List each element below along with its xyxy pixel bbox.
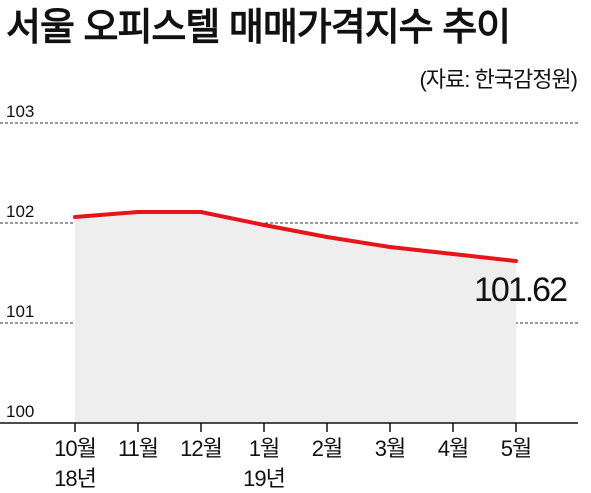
data-point-7 bbox=[514, 259, 518, 263]
x-year-label: 18년 bbox=[54, 466, 96, 491]
x-year-label: 19년 bbox=[243, 466, 285, 491]
data-point-4 bbox=[325, 235, 329, 239]
data-point-5 bbox=[388, 245, 392, 249]
series-line bbox=[74, 210, 517, 263]
x-tick-label: 10월 bbox=[54, 436, 96, 461]
x-tick-label: 2월 bbox=[312, 436, 342, 461]
y-tick-label: 103 bbox=[6, 102, 34, 121]
data-point-2 bbox=[199, 210, 203, 214]
x-tick-label: 3월 bbox=[375, 436, 405, 461]
x-tick-label: 1월 bbox=[249, 436, 279, 461]
last-value-label: 101.62 bbox=[474, 271, 567, 309]
chart-source: (자료: 한국감정원) bbox=[419, 67, 578, 92]
data-point-1 bbox=[136, 210, 140, 214]
series-area bbox=[75, 212, 516, 423]
y-tick-label: 102 bbox=[6, 202, 34, 221]
y-tick-label: 101 bbox=[6, 302, 34, 321]
data-point-3 bbox=[262, 223, 266, 227]
x-tick-label: 5월 bbox=[501, 436, 531, 461]
x-tick-label: 4월 bbox=[438, 436, 468, 461]
x-tick-label: 12월 bbox=[180, 436, 222, 461]
data-point-6 bbox=[451, 252, 455, 256]
chart-title: 서울 오피스텔 매매가격지수 추이 bbox=[6, 7, 511, 49]
x-tick-label: 11월 bbox=[118, 436, 158, 461]
y-tick-label: 100 bbox=[6, 402, 34, 421]
data-point-0 bbox=[73, 215, 77, 219]
